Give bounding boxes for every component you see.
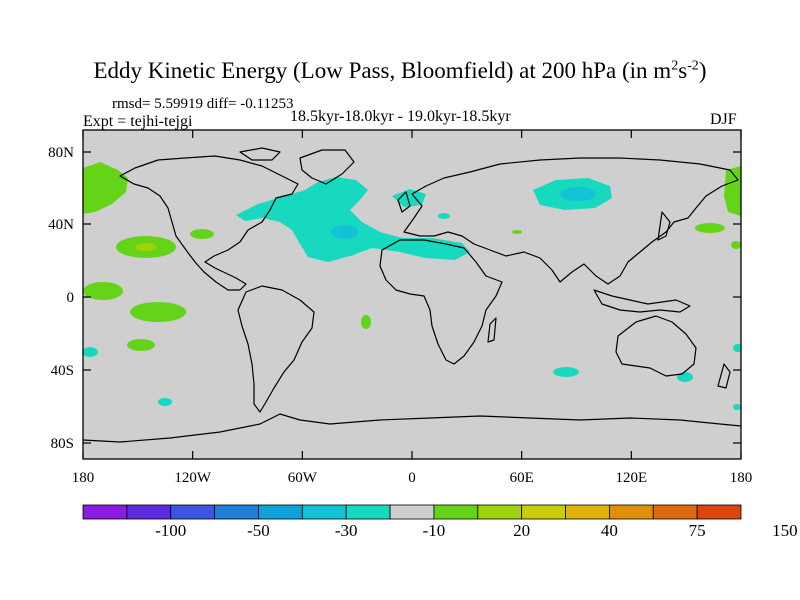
anomaly-region-negative-low [331, 225, 359, 239]
colorbar-swatch [389, 504, 435, 520]
anomaly-region-negative [677, 372, 693, 382]
lat-tick-label: 80S [51, 436, 74, 452]
experiment-label: Expt = tejhi-tejgi [83, 113, 193, 130]
colorbar-swatch [565, 504, 610, 520]
colorbar-label: 40 [601, 521, 618, 540]
colorbar-label: -50 [247, 521, 270, 540]
anomaly-region-negative-low [560, 187, 596, 201]
colorbar-label: 150 [772, 521, 798, 540]
anomaly-region-positive-high [135, 243, 157, 251]
anomaly-region-positive [731, 241, 741, 249]
colorbar-label: 20 [513, 521, 530, 540]
lon-tick-label: 120E [615, 470, 647, 486]
lon-tick-label: 60E [510, 470, 534, 486]
colorbar-swatch [433, 504, 479, 520]
anomaly-region-negative [733, 404, 741, 410]
coastline-maritime-asia [593, 289, 691, 313]
colorbar-swatch [345, 504, 391, 520]
anomaly-region-negative [83, 347, 98, 357]
anomaly-region-positive [83, 282, 123, 300]
lat-tick-label: 80N [48, 145, 74, 161]
anomaly-region-negative [438, 213, 450, 219]
coastline-japan [657, 211, 671, 241]
lat-tick-label: 40N [48, 217, 74, 233]
colorbar-swatch [258, 504, 303, 520]
lon-tick-label: 0 [408, 470, 416, 486]
anomaly-region-positive [127, 339, 155, 351]
colorbar-swatch [696, 504, 742, 520]
anomaly-region-negative [553, 367, 579, 377]
anomaly-region-positive [695, 223, 725, 233]
colorbar-swatch [652, 504, 698, 520]
coastline-greenland [299, 149, 355, 185]
coastline-south-america [237, 285, 315, 413]
anomaly-region-negative [392, 189, 426, 207]
period-label: 18.5kyr-18.0kyr - 19.0kyr-18.5kyr [290, 108, 511, 125]
coastline-britain [397, 191, 411, 213]
coastline-eurasia [403, 157, 739, 285]
anomaly-region-positive [190, 229, 214, 239]
colorbar-swatch [214, 504, 259, 520]
coastline-arctic-islands [239, 147, 281, 161]
coastline-madagascar [487, 317, 497, 343]
lon-tick-label: 180 [730, 470, 753, 486]
colorbar-label: -30 [335, 521, 358, 540]
coastline-north-america [119, 155, 299, 291]
colorbar-label: -100 [155, 521, 186, 540]
coastlines [83, 147, 741, 443]
plot-title: Eddy Kinetic Energy (Low Pass, Bloomfiel… [93, 58, 707, 83]
colorbar-swatch [301, 504, 347, 520]
lon-tick-label: 180 [72, 470, 95, 486]
colorbar-swatch [82, 504, 128, 520]
anomaly-region-negative [733, 344, 741, 352]
coastline-australia [615, 315, 697, 377]
lat-tick-label: 0 [67, 290, 75, 306]
colorbar-swatch [170, 504, 216, 520]
anomaly-region-positive [83, 162, 128, 214]
anomaly-region-negative [158, 398, 172, 406]
longitude-axis: 180 120W 60W 0 60E 120E 180 [72, 130, 753, 486]
colorbar: -100 -50 -30 -10 20 40 75 150 [82, 504, 798, 540]
stats-label: rmsd= 5.59919 diff= -0.11253 [112, 96, 294, 112]
coastline-antarctica [83, 413, 741, 443]
colorbar-swatch [477, 504, 523, 520]
lon-tick-label: 120W [174, 470, 212, 486]
anomaly-region-positive [361, 315, 371, 329]
coastline-africa [379, 239, 503, 365]
anomaly-fields [83, 162, 741, 410]
anomaly-region-negative [236, 177, 470, 262]
latitude-axis: 80N 40N 0 40S 80S [48, 145, 741, 452]
coastline-new-zealand [717, 363, 731, 389]
season-label: DJF [710, 111, 737, 128]
colorbar-swatch [126, 504, 172, 520]
lat-tick-label: 40S [51, 363, 74, 379]
anomaly-region-positive [130, 302, 186, 322]
colorbar-swatch [609, 504, 654, 520]
lon-tick-label: 60W [288, 470, 318, 486]
colorbar-label: -10 [423, 521, 446, 540]
anomaly-region-positive [512, 230, 522, 234]
colorbar-label: 75 [689, 521, 706, 540]
colorbar-swatch [521, 504, 566, 520]
